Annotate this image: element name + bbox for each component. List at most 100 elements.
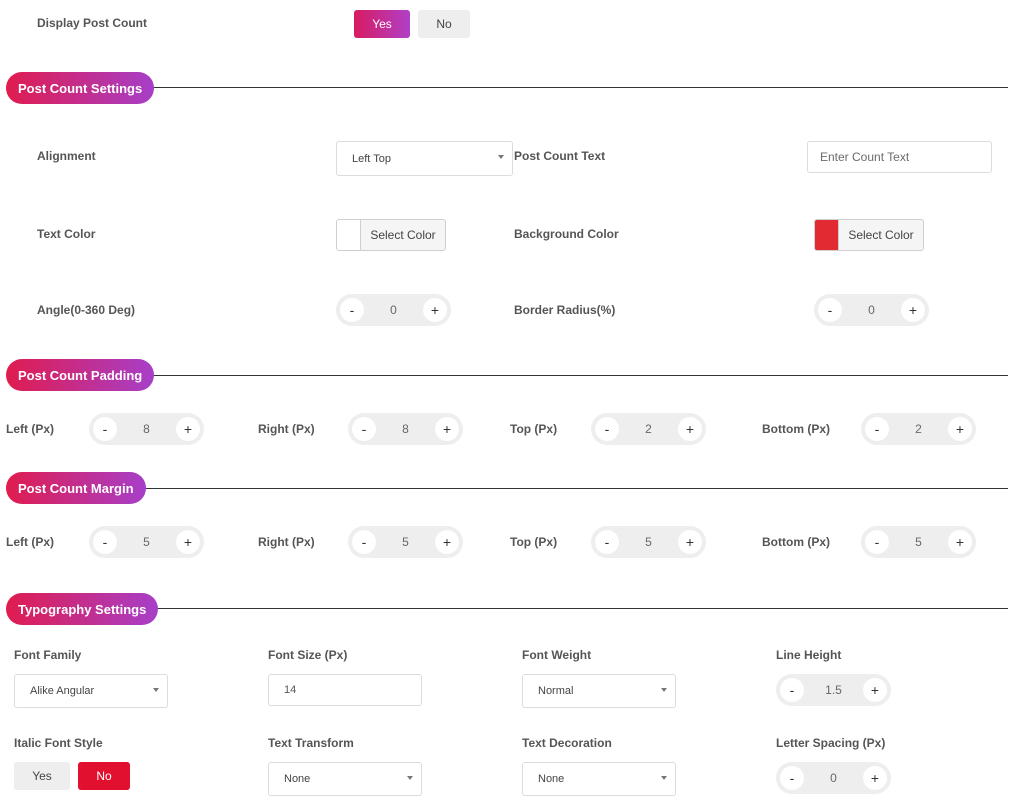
padding-bottom-stepper: - 2 + — [861, 413, 976, 445]
background-color-select-label: Select Color — [848, 228, 914, 242]
margin-bottom-value[interactable]: 5 — [915, 535, 922, 549]
angle-value[interactable]: 0 — [390, 303, 397, 317]
text-color-swatch — [337, 220, 361, 250]
alignment-value: Left Top — [352, 152, 391, 165]
letter-spacing-increment-button[interactable]: + — [863, 766, 887, 790]
border-radius-value[interactable]: 0 — [868, 303, 875, 317]
font-family-select[interactable]: Alike Angular — [14, 674, 168, 708]
settings-divider — [140, 87, 1008, 88]
padding-top-label: Top (Px) — [510, 422, 558, 436]
font-family-value: Alike Angular — [30, 685, 95, 697]
margin-bottom-label: Bottom (Px) — [762, 535, 830, 549]
italic-font-style-label: Italic Font Style — [14, 736, 103, 750]
font-size-label: Font Size (Px) — [268, 648, 348, 662]
padding-bottom-value[interactable]: 2 — [915, 422, 922, 436]
margin-right-stepper: - 5 + — [348, 526, 463, 558]
margin-right-value[interactable]: 5 — [402, 535, 409, 549]
padding-top-stepper: - 2 + — [591, 413, 706, 445]
text-decoration-value: None — [538, 773, 565, 785]
margin-top-value[interactable]: 5 — [645, 535, 652, 549]
margin-bottom-increment-button[interactable]: + — [948, 530, 972, 554]
margin-top-stepper: - 5 + — [591, 526, 706, 558]
padding-top-decrement-button[interactable]: - — [595, 417, 619, 441]
chevron-down-icon — [407, 776, 413, 780]
border-radius-label: Border Radius(%) — [514, 303, 616, 317]
text-color-label: Text Color — [37, 227, 96, 241]
text-transform-label: Text Transform — [268, 736, 354, 750]
text-transform-value: None — [284, 773, 311, 785]
letter-spacing-stepper: - 0 + — [776, 762, 891, 794]
letter-spacing-label: Letter Spacing (Px) — [776, 736, 886, 750]
padding-top-value[interactable]: 2 — [645, 422, 652, 436]
letter-spacing-decrement-button[interactable]: - — [780, 766, 804, 790]
border-radius-decrement-button[interactable]: - — [818, 298, 842, 322]
angle-stepper: - 0 + — [336, 294, 451, 326]
padding-left-value[interactable]: 8 — [143, 422, 150, 436]
angle-label: Angle(0-360 Deg) — [37, 303, 136, 317]
font-family-label: Font Family — [14, 648, 82, 662]
margin-top-decrement-button[interactable]: - — [595, 530, 619, 554]
display-post-count-label: Display Post Count — [37, 16, 148, 30]
section-title-typography-settings: Typography Settings — [6, 593, 159, 625]
line-height-value[interactable]: 1.5 — [825, 683, 842, 697]
line-height-stepper: - 1.5 + — [776, 674, 891, 706]
border-radius-increment-button[interactable]: + — [901, 298, 925, 322]
line-height-decrement-button[interactable]: - — [780, 678, 804, 702]
font-weight-value: Normal — [538, 685, 574, 697]
font-size-input[interactable] — [268, 674, 422, 706]
border-radius-stepper: - 0 + — [814, 294, 929, 326]
line-height-label: Line Height — [776, 648, 842, 662]
margin-left-increment-button[interactable]: + — [176, 530, 200, 554]
background-color-picker[interactable]: Select Color — [814, 219, 924, 251]
chevron-down-icon — [498, 155, 504, 159]
alignment-label: Alignment — [37, 149, 96, 163]
font-weight-label: Font Weight — [522, 648, 592, 662]
margin-left-label: Left (Px) — [6, 535, 54, 549]
margin-left-value[interactable]: 5 — [143, 535, 150, 549]
angle-increment-button[interactable]: + — [423, 298, 447, 322]
padding-left-label: Left (Px) — [6, 422, 54, 436]
margin-divider — [140, 488, 1008, 489]
padding-divider — [140, 375, 1008, 376]
padding-right-decrement-button[interactable]: - — [352, 417, 376, 441]
font-weight-select[interactable]: Normal — [522, 674, 676, 708]
alignment-select[interactable]: Left Top — [336, 141, 513, 176]
chevron-down-icon — [661, 776, 667, 780]
padding-right-stepper: - 8 + — [348, 413, 463, 445]
italic-no-button[interactable]: No — [78, 762, 130, 790]
italic-yes-button[interactable]: Yes — [14, 762, 70, 790]
margin-right-decrement-button[interactable]: - — [352, 530, 376, 554]
padding-bottom-label: Bottom (Px) — [762, 422, 830, 436]
section-title-post-count-settings: Post Count Settings — [6, 72, 155, 104]
background-color-swatch — [815, 220, 839, 250]
padding-right-increment-button[interactable]: + — [435, 417, 459, 441]
display-post-count-yes-button[interactable]: Yes — [354, 10, 410, 38]
post-count-text-label: Post Count Text — [514, 149, 606, 163]
display-post-count-no-button[interactable]: No — [418, 10, 470, 38]
padding-left-stepper: - 8 + — [89, 413, 204, 445]
angle-decrement-button[interactable]: - — [340, 298, 364, 322]
margin-top-label: Top (Px) — [510, 535, 558, 549]
letter-spacing-value[interactable]: 0 — [830, 771, 837, 785]
margin-left-decrement-button[interactable]: - — [93, 530, 117, 554]
padding-bottom-increment-button[interactable]: + — [948, 417, 972, 441]
margin-bottom-decrement-button[interactable]: - — [865, 530, 889, 554]
padding-left-decrement-button[interactable]: - — [93, 417, 117, 441]
margin-bottom-stepper: - 5 + — [861, 526, 976, 558]
margin-top-increment-button[interactable]: + — [678, 530, 702, 554]
margin-left-stepper: - 5 + — [89, 526, 204, 558]
margin-right-increment-button[interactable]: + — [435, 530, 459, 554]
text-color-picker[interactable]: Select Color — [336, 219, 446, 251]
line-height-increment-button[interactable]: + — [863, 678, 887, 702]
text-decoration-label: Text Decoration — [522, 736, 612, 750]
padding-left-increment-button[interactable]: + — [176, 417, 200, 441]
chevron-down-icon — [153, 688, 159, 692]
post-count-text-input[interactable] — [807, 141, 992, 173]
padding-top-increment-button[interactable]: + — [678, 417, 702, 441]
section-title-post-count-padding: Post Count Padding — [6, 359, 155, 391]
section-title-post-count-margin: Post Count Margin — [6, 472, 146, 504]
padding-bottom-decrement-button[interactable]: - — [865, 417, 889, 441]
text-decoration-select[interactable]: None — [522, 762, 676, 796]
text-transform-select[interactable]: None — [268, 762, 422, 796]
padding-right-value[interactable]: 8 — [402, 422, 409, 436]
